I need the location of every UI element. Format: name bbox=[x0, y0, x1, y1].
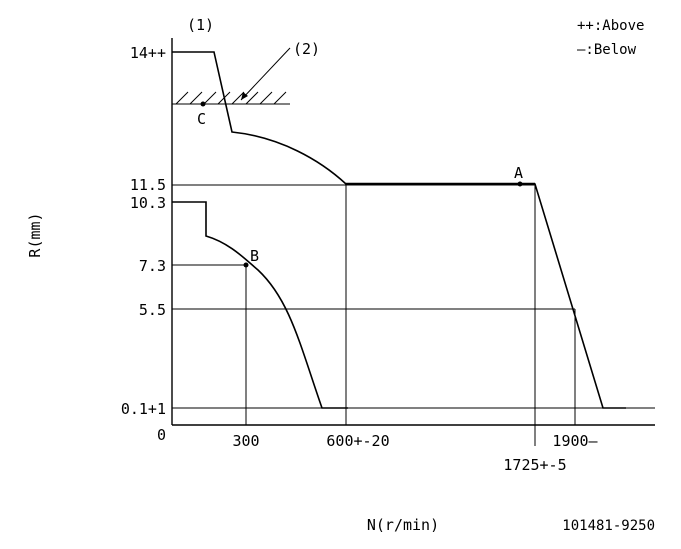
leader-arrowhead bbox=[241, 92, 248, 100]
y-tick-0: 0 bbox=[157, 426, 166, 444]
y-tick-11-5: 11.5 bbox=[130, 176, 166, 194]
hatch-mark bbox=[217, 91, 231, 105]
hatch-mark bbox=[189, 91, 203, 105]
x-tick-1725: 1725+-5 bbox=[503, 456, 566, 474]
upper-rack-curve bbox=[172, 51, 626, 409]
point-a-dot bbox=[517, 181, 523, 187]
lower-rack-curve bbox=[172, 201, 348, 409]
marker-2-label: (2) bbox=[293, 40, 320, 58]
point-c-dot bbox=[200, 101, 206, 107]
y-axis-title: R(mm) bbox=[26, 212, 44, 257]
point-a-label: A bbox=[514, 164, 523, 182]
y-tick-7-3: 7.3 bbox=[139, 257, 166, 275]
legend-below: —:Below bbox=[577, 42, 637, 58]
point-c-label: C bbox=[197, 110, 206, 128]
hatch-mark bbox=[273, 91, 287, 105]
hatch-mark bbox=[203, 91, 217, 105]
y-tick-5-5: 5.5 bbox=[139, 301, 166, 319]
point-b-dot bbox=[243, 262, 249, 268]
marker-1-label: (1) bbox=[187, 16, 214, 34]
drawing-number: 101481-9250 bbox=[562, 518, 655, 534]
x-axis-title: N(r/min) bbox=[367, 516, 439, 534]
hatch-mark bbox=[259, 91, 273, 105]
point-b-label: B bbox=[250, 247, 259, 265]
hatch-mark bbox=[231, 91, 245, 105]
legend-above: ++:Above bbox=[577, 18, 644, 34]
y-tick-10-3: 10.3 bbox=[130, 194, 166, 212]
x-tick-300: 300 bbox=[232, 432, 259, 450]
x-tick-600: 600+-20 bbox=[326, 432, 389, 450]
x-tick-1900: 1900— bbox=[552, 432, 598, 450]
hatch-mark bbox=[245, 91, 259, 105]
stopper-leader-line bbox=[240, 47, 291, 101]
y-tick-14: 14++ bbox=[130, 44, 166, 62]
stopper-hatching bbox=[175, 91, 287, 105]
hatch-mark bbox=[175, 91, 189, 105]
y-tick-0-1: 0.1+1 bbox=[121, 400, 166, 418]
